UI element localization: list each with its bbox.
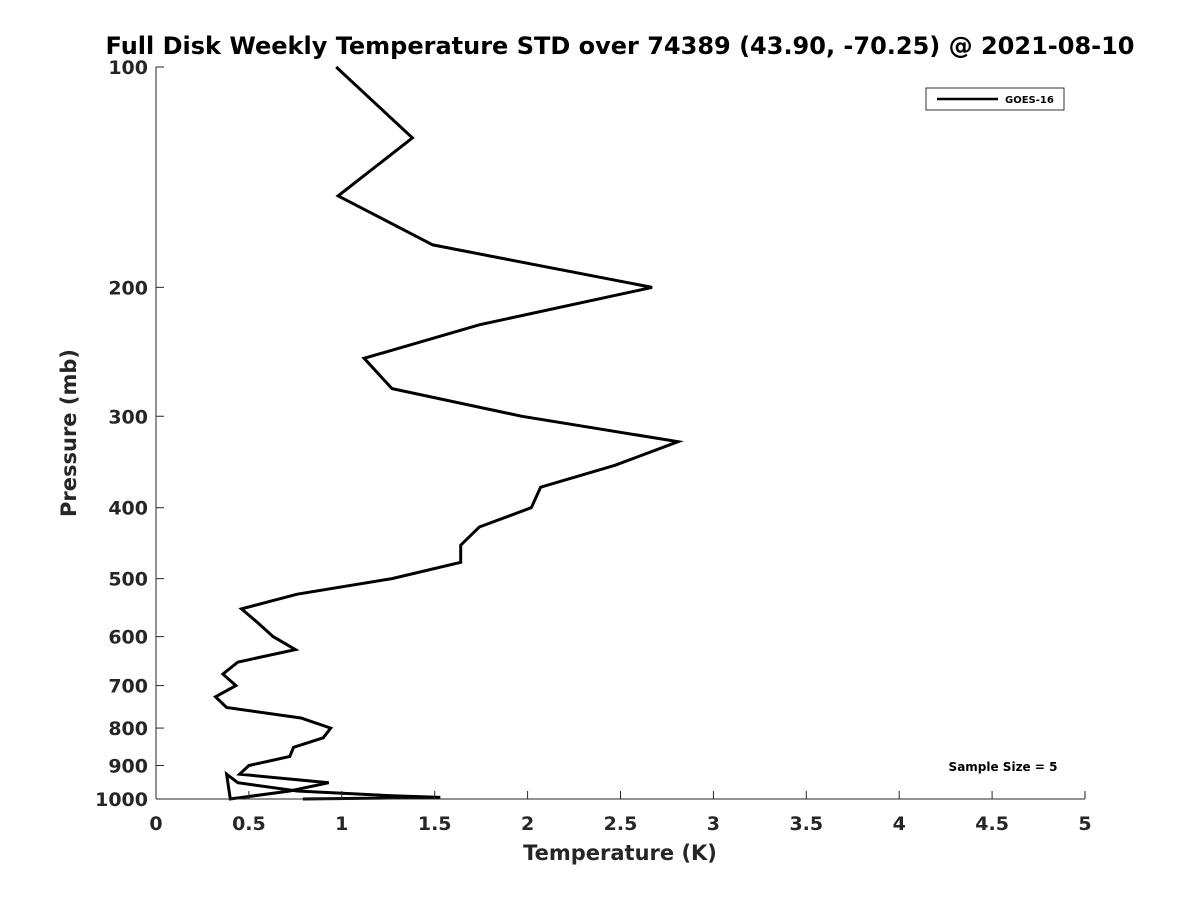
y-tick-label: 500 <box>108 569 148 591</box>
y-axis-label: Pressure (mb) <box>57 349 81 517</box>
y-tick-label: 600 <box>108 627 148 649</box>
y-tick-label: 800 <box>108 718 148 740</box>
x-tick-label: 1.5 <box>418 813 452 835</box>
x-tick-label: 5 <box>1078 813 1091 835</box>
legend-label-goes16: GOES-16 <box>1005 95 1054 106</box>
y-tick-label: 300 <box>108 406 148 428</box>
y-axis-ticks: 100 200 300 400 500 600 700 800 900 1000 <box>95 57 164 811</box>
sample-size-annotation: Sample Size = 5 <box>949 760 1058 774</box>
y-tick-label: 900 <box>108 756 148 778</box>
y-tick-label: 1000 <box>95 789 148 811</box>
x-tick-label: 0.5 <box>232 813 266 835</box>
x-tick-label: 3.5 <box>789 813 823 835</box>
x-tick-label: 3 <box>707 813 720 835</box>
y-tick-label: 700 <box>108 676 148 698</box>
chart-title: Full Disk Weekly Temperature STD over 74… <box>106 32 1135 60</box>
x-tick-label: 4.5 <box>975 813 1009 835</box>
x-tick-label: 0 <box>149 813 162 835</box>
series-line-goes-16 <box>212 65 684 801</box>
legend: GOES-16 <box>925 87 1065 111</box>
y-tick-label: 100 <box>108 57 148 79</box>
marks-layer <box>212 65 684 801</box>
x-axis-label: Temperature (K) <box>523 841 717 865</box>
y-tick-label: 400 <box>108 498 148 520</box>
x-tick-label: 2 <box>521 813 534 835</box>
x-tick-label: 2.5 <box>604 813 638 835</box>
y-tick-label: 200 <box>108 277 148 299</box>
x-axis-ticks: 0 0.5 1 1.5 2 2.5 3 3.5 4 4.5 5 <box>149 791 1092 835</box>
x-tick-label: 1 <box>335 813 348 835</box>
x-tick-label: 4 <box>893 813 906 835</box>
